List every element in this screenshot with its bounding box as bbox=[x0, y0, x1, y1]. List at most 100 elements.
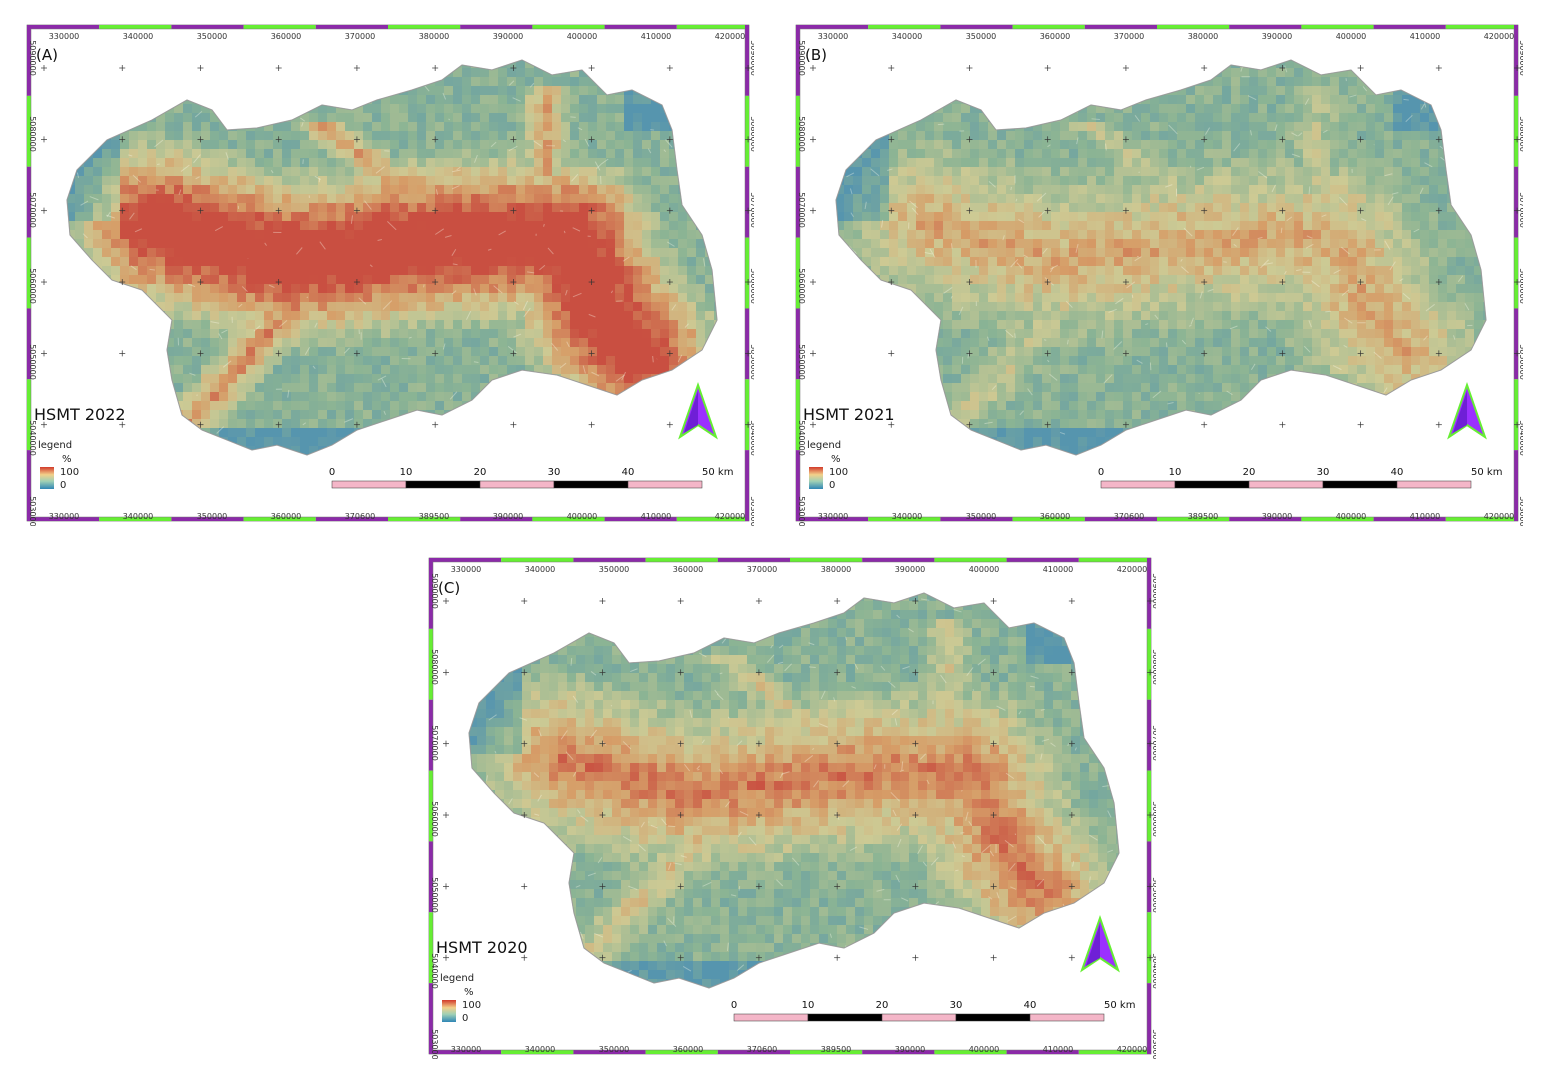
x-tick-label-top: 410000 bbox=[641, 32, 672, 41]
x-tick-label-top: 380000 bbox=[1188, 32, 1219, 41]
x-tick-label-top: 380000 bbox=[419, 32, 450, 41]
x-tick-label-bottom: 390000 bbox=[493, 512, 524, 521]
x-tick-label-top: 350000 bbox=[197, 32, 228, 41]
x-tick-label-bottom: 420000 bbox=[715, 512, 746, 521]
x-tick-label-bottom: 389500 bbox=[1188, 512, 1219, 521]
y-tick-label-left: 5060000 bbox=[430, 801, 439, 837]
x-tick-label-bottom: 350000 bbox=[966, 512, 997, 521]
x-tick-label-top: 330000 bbox=[49, 32, 80, 41]
x-tick-label-top: 390000 bbox=[493, 32, 524, 41]
y-tick-label-right: 5040000 bbox=[1151, 953, 1156, 989]
legend-max: 100 bbox=[462, 1000, 481, 1011]
y-tick-label-right: 5050000 bbox=[749, 344, 754, 380]
y-tick-label-left: 5070000 bbox=[797, 192, 806, 228]
scale-bar-label: 50 km bbox=[1104, 1000, 1135, 1011]
x-tick-label-top: 360000 bbox=[271, 32, 302, 41]
x-tick-label-top: 340000 bbox=[892, 32, 923, 41]
x-tick-label-top: 390000 bbox=[1262, 32, 1293, 41]
legend-title: legend bbox=[38, 440, 72, 451]
scale-bar-segment bbox=[955, 1013, 1031, 1022]
x-tick-label-top: 350000 bbox=[966, 32, 997, 41]
y-tick-label-left: 5080000 bbox=[28, 116, 37, 152]
scale-bar-segment bbox=[1174, 480, 1250, 489]
x-tick-label-bottom: 400000 bbox=[1336, 512, 1367, 521]
x-tick-label-bottom: 410000 bbox=[1410, 512, 1441, 521]
y-tick-label-right: 5070000 bbox=[749, 192, 754, 228]
scale-bar-segment bbox=[733, 1013, 809, 1022]
x-tick-label-top: 420000 bbox=[715, 32, 746, 41]
scale-bar-segment bbox=[1322, 480, 1398, 489]
x-tick-label-top: 400000 bbox=[567, 32, 598, 41]
map-canvas: 330000 340000 350000 360000 370000 380000 3900… bbox=[428, 557, 1156, 1059]
scale-bar-label: 0 bbox=[329, 467, 335, 478]
x-tick-label-top: 330000 bbox=[818, 32, 849, 41]
x-tick-label-bottom: 389500 bbox=[821, 1045, 852, 1054]
map-panel-b: 330000 340000 350000 360000 370000 380000 3900… bbox=[791, 20, 1523, 526]
y-tick-label-left: 5050000 bbox=[797, 344, 806, 380]
x-tick-label-top: 420000 bbox=[1484, 32, 1515, 41]
legend-max: 100 bbox=[60, 467, 79, 478]
y-tick-label-left: 5060000 bbox=[28, 268, 37, 304]
x-tick-label-bottom: 420000 bbox=[1484, 512, 1515, 521]
x-tick-label-top: 400000 bbox=[969, 565, 1000, 574]
x-tick-label-bottom: 350000 bbox=[599, 1045, 630, 1054]
y-tick-label-left: 5030000 bbox=[797, 496, 806, 526]
x-tick-label-top: 360000 bbox=[673, 565, 704, 574]
x-tick-label-bottom: 390000 bbox=[895, 1045, 926, 1054]
x-tick-label-top: 410000 bbox=[1043, 565, 1074, 574]
scale-bar-segment bbox=[627, 480, 703, 489]
y-tick-label-right: 5060000 bbox=[1151, 801, 1156, 837]
y-tick-label-right: 5090000 bbox=[1518, 40, 1523, 76]
y-tick-label-right: 5030000 bbox=[749, 496, 754, 526]
x-tick-label-bottom: 360000 bbox=[673, 1045, 704, 1054]
x-tick-label-bottom: 370600 bbox=[345, 512, 376, 521]
x-tick-label-top: 360000 bbox=[1040, 32, 1071, 41]
scale-bar-label: 40 bbox=[1024, 1000, 1037, 1011]
x-tick-label-bottom: 400000 bbox=[969, 1045, 1000, 1054]
map-title: HSMT 2022 bbox=[34, 405, 126, 424]
x-tick-label-bottom: 370600 bbox=[1114, 512, 1145, 521]
scale-bar-label: 50 km bbox=[702, 467, 733, 478]
x-tick-label-top: 340000 bbox=[525, 565, 556, 574]
y-tick-label-left: 5030000 bbox=[28, 496, 37, 526]
x-tick-label-bottom: 360000 bbox=[1040, 512, 1071, 521]
map-canvas: 330000 340000 350000 360000 370000 380000 3900… bbox=[795, 24, 1523, 526]
scale-bar-label: 0 bbox=[731, 1000, 737, 1011]
scale-bar-segment bbox=[807, 1013, 883, 1022]
y-tick-label-left: 5050000 bbox=[28, 344, 37, 380]
x-tick-label-bottom: 330000 bbox=[451, 1045, 482, 1054]
y-tick-label-left: 5060000 bbox=[797, 268, 806, 304]
scale-bar-segment bbox=[479, 480, 555, 489]
y-tick-label-left: 5090000 bbox=[28, 40, 37, 76]
y-tick-label-left: 5090000 bbox=[797, 40, 806, 76]
scale-bar-label: 10 bbox=[802, 1000, 815, 1011]
scale-bar-label: 30 bbox=[950, 1000, 963, 1011]
x-tick-label-top: 340000 bbox=[123, 32, 154, 41]
scale-bar-label: 20 bbox=[876, 1000, 889, 1011]
legend-title: legend bbox=[440, 973, 474, 984]
legend-unit: % bbox=[831, 454, 841, 465]
legend-min: 0 bbox=[60, 480, 66, 491]
x-tick-label-bottom: 420000 bbox=[1117, 1045, 1148, 1054]
y-tick-label-right: 5060000 bbox=[1518, 268, 1523, 304]
x-tick-label-top: 380000 bbox=[821, 565, 852, 574]
y-tick-label-left: 5070000 bbox=[28, 192, 37, 228]
scale-bar-label: 30 bbox=[1317, 467, 1330, 478]
map-title: HSMT 2021 bbox=[803, 405, 895, 424]
y-tick-label-left: 5040000 bbox=[28, 420, 37, 456]
x-tick-label-top: 370000 bbox=[345, 32, 376, 41]
map-panel-a: 330000 340000 350000 360000 370000 380000 3900… bbox=[22, 20, 754, 526]
map-title: HSMT 2020 bbox=[436, 938, 528, 957]
y-tick-label-right: 5090000 bbox=[1151, 573, 1156, 609]
legend-min: 0 bbox=[829, 480, 835, 491]
scale-bar-label: 0 bbox=[1098, 467, 1104, 478]
x-tick-label-top: 390000 bbox=[895, 565, 926, 574]
y-tick-label-right: 5050000 bbox=[1518, 344, 1523, 380]
scale-bar-segment bbox=[1248, 480, 1324, 489]
scale-bar-label: 40 bbox=[1391, 467, 1404, 478]
scale-bar-label: 30 bbox=[548, 467, 561, 478]
legend-unit: % bbox=[464, 987, 474, 998]
x-tick-label-bottom: 389500 bbox=[419, 512, 450, 521]
y-tick-label-right: 5050000 bbox=[1151, 877, 1156, 913]
y-tick-label-right: 5040000 bbox=[749, 420, 754, 456]
